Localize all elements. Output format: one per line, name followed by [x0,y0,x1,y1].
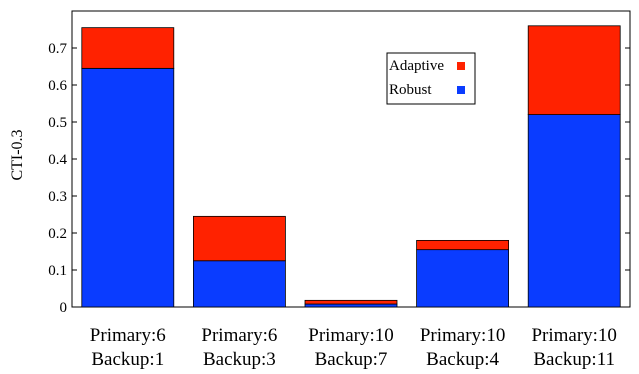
legend: Adaptive Robust [386,52,476,105]
bar-adaptive-2 [192,215,286,262]
x-category-label-5-line-1: Primary:10 [531,325,617,346]
x-category-label-1-line-1: Primary:6 [90,325,166,346]
x-category-label-3-line-2: Backup:7 [315,349,388,370]
y-tick-label: 0.2 [48,226,67,242]
x-category-label-2-line-1: Primary:6 [201,325,277,346]
x-category-label-2-line-2: Backup:3 [203,349,276,370]
x-category-label-3-line-1: Primary:10 [308,325,394,346]
y-tick-label: 0.3 [48,189,67,205]
legend-label-robust: Robust [389,82,432,98]
legend-swatch-robust [457,86,465,94]
bars [81,25,621,308]
legend-box [386,52,476,105]
bar-adaptive-3 [304,299,398,305]
legend-swatch-adaptive [457,62,465,70]
bar-adaptive-5 [527,25,621,116]
bar-adaptive-1 [81,27,175,69]
x-category-label-4-line-2: Backup:4 [426,349,499,370]
y-tick-label: 0.4 [48,152,67,168]
y-tick-label: 0.1 [48,263,67,279]
bar-adaptive-4 [416,239,510,251]
x-category-label-5-line-2: Backup:11 [533,349,615,370]
x-axis-category-labels: Primary:6 Backup:1 Primary:6 Backup:3 Primar… [90,325,617,370]
y-tick-label: 0.6 [48,78,67,94]
y-tick-label: 0.7 [48,41,67,57]
bar-robust-5 [527,114,621,308]
x-category-label-1-line-2: Backup:1 [91,349,164,370]
bar-robust-2 [192,260,286,308]
bar-robust-3 [304,303,398,308]
x-category-label-4-line-1: Primary:10 [420,325,506,346]
bar-robust-1 [81,67,175,308]
y-axis-label: CTI-0.3 [9,129,26,180]
y-axis-ticks: 0 0.1 0.2 0.3 0.4 0.5 0.6 0.7 [48,41,630,316]
legend-label-adaptive: Adaptive [389,58,444,74]
y-tick-label: 0 [60,300,68,316]
y-tick-label: 0.5 [48,115,67,131]
bar-robust-4 [416,249,510,308]
